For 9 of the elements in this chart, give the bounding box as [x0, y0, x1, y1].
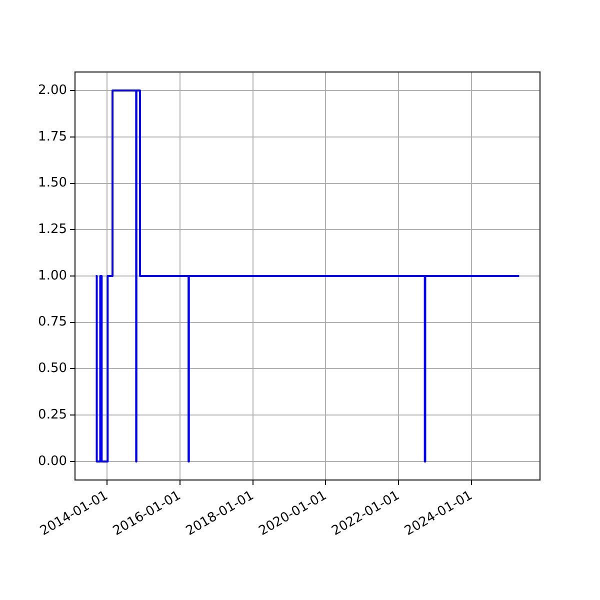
y-tick-label: 1.25	[38, 222, 67, 238]
y-tick-label: 0.25	[38, 407, 67, 422]
y-tick-label: 0.00	[38, 454, 67, 469]
y-tick-label: 1.75	[38, 129, 67, 144]
y-tick-label: 0.50	[38, 361, 67, 376]
y-tick-label: 1.00	[38, 268, 67, 284]
y-tick-label: 0.75	[38, 314, 67, 330]
y-tick-label: 2.00	[38, 82, 67, 98]
y-tick-label: 1.50	[38, 176, 67, 191]
